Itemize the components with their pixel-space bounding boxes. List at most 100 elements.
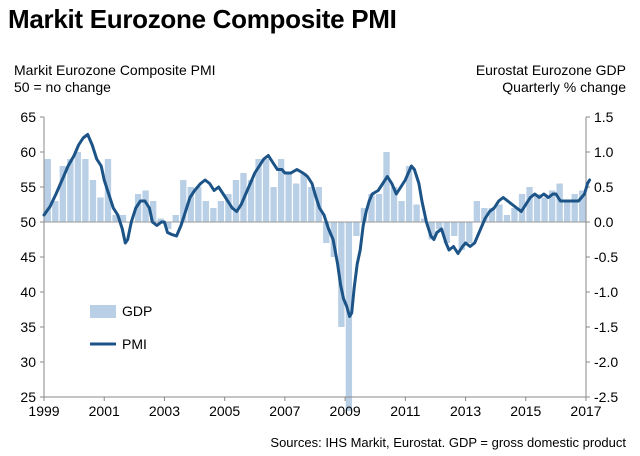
gdp-bar xyxy=(488,208,496,222)
chart-title: Markit Eurozone Composite PMI xyxy=(8,4,397,34)
gdp-bar xyxy=(443,222,450,243)
gdp-bar xyxy=(300,173,307,222)
gdp-bar xyxy=(293,183,300,222)
gdp-bar xyxy=(481,208,488,222)
gdp-bar xyxy=(511,208,518,222)
right-tick-label: -2.0 xyxy=(594,354,618,370)
gdp-bar xyxy=(44,159,51,222)
gdp-bar xyxy=(353,222,360,236)
x-tick-label: 2009 xyxy=(330,403,361,419)
gdp-bar xyxy=(420,218,428,222)
left-axis-header: Markit Eurozone Composite PMI 50 = no ch… xyxy=(14,62,216,96)
legend-pmi-label: PMI xyxy=(122,336,147,352)
gdp-bar xyxy=(112,215,119,222)
right-tick-label: -1.0 xyxy=(594,284,618,300)
left-tick-label: 45 xyxy=(20,249,36,265)
left-axis-note: 50 = no change xyxy=(14,79,111,95)
gdp-bar xyxy=(74,152,82,222)
legend: GDP PMI xyxy=(90,303,152,352)
gdp-bar xyxy=(247,180,255,222)
gdp-bar xyxy=(59,166,66,222)
left-tick-label: 55 xyxy=(20,179,36,195)
gdp-bar xyxy=(217,201,225,222)
chart-axes xyxy=(40,116,590,401)
gdp-bar xyxy=(564,201,571,222)
left-tick-label: 65 xyxy=(20,109,36,125)
gdp-bar xyxy=(195,187,202,222)
gdp-bar xyxy=(571,194,578,222)
left-tick-label: 30 xyxy=(20,354,36,370)
right-tick-label: -1.5 xyxy=(594,319,618,335)
pmi-line xyxy=(42,133,592,318)
gdp-bar xyxy=(338,222,345,327)
gdp-bar xyxy=(383,152,390,222)
gdp-bar xyxy=(82,159,89,222)
gdp-bar xyxy=(270,187,277,222)
gdp-bar xyxy=(232,180,240,222)
gdp-bar xyxy=(157,218,164,222)
left-tick-label: 50 xyxy=(20,214,36,230)
gdp-bar xyxy=(89,180,97,222)
gdp-bar xyxy=(436,222,443,229)
gdp-bar xyxy=(202,201,210,222)
left-tick-label: 35 xyxy=(20,319,36,335)
x-tick-label: 1999 xyxy=(28,403,59,419)
x-tick-label: 2017 xyxy=(570,403,601,419)
gdp-bar xyxy=(390,187,398,222)
gdp-bar xyxy=(119,215,127,222)
gdp-bar xyxy=(398,201,405,222)
gdp-bar xyxy=(67,159,74,222)
gdp-bar xyxy=(285,173,292,222)
gdp-bar xyxy=(533,194,541,222)
pmi-line-group xyxy=(42,133,592,318)
x-tick-label: 2003 xyxy=(149,403,180,419)
right-axis-note: Quarterly % change xyxy=(502,79,626,95)
gdp-bar xyxy=(134,194,142,222)
right-axis-header: Eurostat Eurozone GDP Quarterly % change xyxy=(476,62,626,96)
gdp-bar xyxy=(405,166,413,222)
x-tick-label: 2001 xyxy=(89,403,120,419)
x-tick-label: 2005 xyxy=(209,403,240,419)
x-tick-label: 2015 xyxy=(510,403,541,419)
legend-gdp-swatch xyxy=(90,305,116,318)
legend-gdp-label: GDP xyxy=(122,303,152,319)
gdp-bar xyxy=(451,222,458,236)
gdp-bar xyxy=(308,187,315,222)
gdp-bar xyxy=(375,194,383,222)
x-tick-label: 2011 xyxy=(390,403,420,419)
right-tick-label: -2.5 xyxy=(594,389,618,405)
gdp-bar xyxy=(556,183,563,222)
gdp-bar xyxy=(255,159,262,222)
gdp-bar xyxy=(526,187,533,222)
tick-labels: 25 30 35 40 45 50 55 60 65 -2.5 -2.0 -1.5 -1.0 -0.5 0.… xyxy=(20,109,618,419)
right-tick-label: 0.5 xyxy=(594,179,614,195)
gdp-bar xyxy=(503,215,511,222)
gdp-bar xyxy=(225,194,232,222)
right-tick-label: 1.0 xyxy=(594,144,614,160)
left-tick-label: 40 xyxy=(20,284,36,300)
gdp-bar xyxy=(172,215,179,222)
gdp-bar xyxy=(496,204,503,222)
x-tick-label: 2013 xyxy=(450,403,481,419)
gdp-bar xyxy=(52,201,59,222)
gdp-bar xyxy=(541,197,548,222)
left-tick-label: 25 xyxy=(20,389,36,405)
right-tick-label: 1.5 xyxy=(594,109,614,125)
gdp-bar xyxy=(262,159,270,222)
gdp-bar xyxy=(142,190,149,222)
gdp-bar xyxy=(579,190,586,222)
gdp-bar xyxy=(473,201,481,222)
gdp-bar xyxy=(548,190,556,222)
gdp-bar xyxy=(210,208,217,222)
gdp-bar xyxy=(149,201,157,222)
gdp-bar xyxy=(97,197,104,222)
gdp-bar xyxy=(368,194,375,222)
right-tick-label: -0.5 xyxy=(594,249,618,265)
gdp-bar xyxy=(323,222,330,243)
left-tick-label: 60 xyxy=(20,144,36,160)
gdp-bar xyxy=(458,222,465,250)
gdp-bar xyxy=(277,159,285,222)
gdp-bar xyxy=(466,222,473,243)
gdp-bar xyxy=(187,187,194,222)
